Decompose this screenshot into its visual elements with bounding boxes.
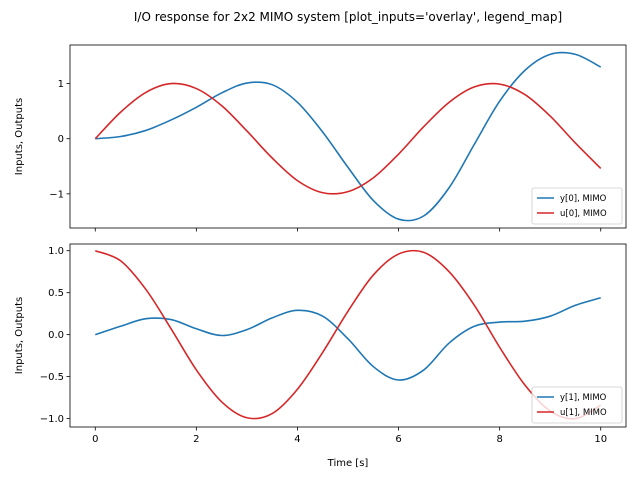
legend: y[1], MIMO u[1], MIMO <box>531 386 623 424</box>
legend-label: y[0], MIMO <box>560 194 607 204</box>
y-tick-label: 0.0 <box>48 330 64 341</box>
y-tick-label: −1 <box>49 189 64 200</box>
y-tick-label: −1.0 <box>40 414 64 425</box>
legend: y[0], MIMO u[0], MIMO <box>531 187 623 225</box>
legend-label: u[0], MIMO <box>560 209 607 219</box>
x-tick-label: 8 <box>496 434 502 445</box>
y-tick-label: 1.0 <box>48 246 64 257</box>
series-line-output <box>95 51 602 222</box>
top-axes: −1 0 1 Inputs, Outputs y[0], MIMO u[0], MIMO <box>14 44 627 232</box>
y-tick-label: 0 <box>58 134 64 145</box>
figure-title: I/O response for 2x2 MIMO system [plot_i… <box>134 10 562 24</box>
x-axis-label: Time [s] <box>327 458 369 469</box>
legend-box <box>531 386 623 424</box>
x-tick-label: 6 <box>395 434 401 445</box>
y-tick-label: 1 <box>58 79 64 90</box>
axes-frame <box>69 44 627 229</box>
y-axis-label: Inputs, Outputs <box>14 297 25 374</box>
legend-label: y[1], MIMO <box>560 393 607 403</box>
series-line-input <box>94 249 602 420</box>
legend-label: u[1], MIMO <box>560 408 607 418</box>
series-line-input <box>94 82 602 195</box>
bottom-axes: 0 2 4 6 8 10 −1.0 −0.5 0.0 0.5 1.0 Inputs, Outputs y… <box>14 243 627 445</box>
y-tick-label: −0.5 <box>40 372 64 383</box>
axes-frame <box>69 243 627 428</box>
y-axis-label: Inputs, Outputs <box>14 98 25 175</box>
series-line-output <box>95 296 601 381</box>
legend-box <box>531 187 623 225</box>
y-tick-label: 0.5 <box>48 288 64 299</box>
x-tick-label: 0 <box>92 434 98 445</box>
x-tick-label: 2 <box>193 434 199 445</box>
x-tick-label: 4 <box>294 434 300 445</box>
x-tick-label: 10 <box>594 434 607 445</box>
